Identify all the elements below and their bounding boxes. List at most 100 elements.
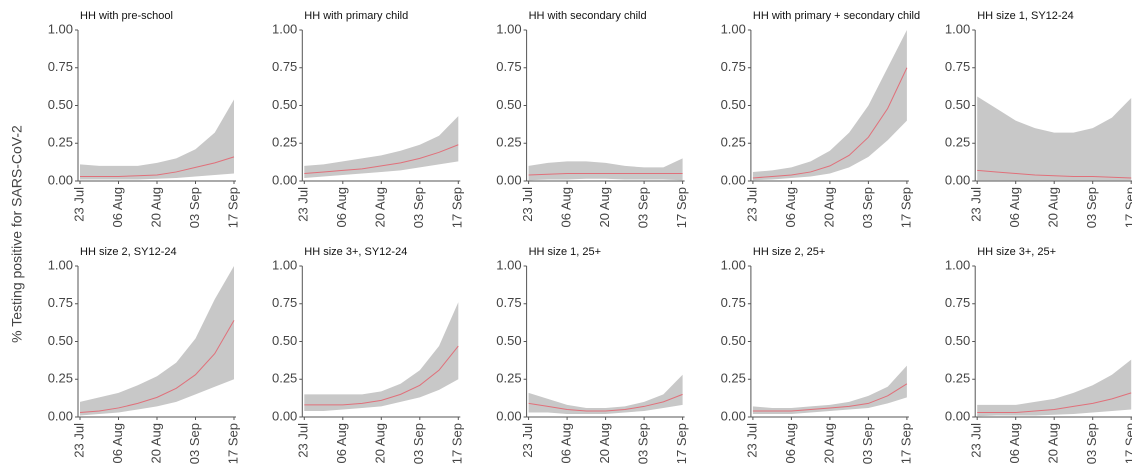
y-tick-label: 0.50 [496,97,521,112]
y-tick-label: 0.75 [721,295,746,310]
median-line [304,345,459,406]
median-line [528,172,683,176]
x-tick-label: 17 Sep [225,187,240,228]
uncertainty-band [304,116,459,178]
y-tick-label: 0.50 [48,97,73,112]
x-tick-label: 17 Sep [674,423,689,464]
y-tick-label: 0.25 [272,135,297,150]
uncertainty-band [528,158,683,181]
uncertainty-band [80,266,234,416]
y-tick-label: 0.25 [48,135,73,150]
y-tick-label: 1.00 [945,21,970,36]
x-tick-label: 23 Jul [520,187,535,222]
y-tick-label: 0.75 [48,59,73,74]
y-tick-label: 0.00 [721,172,746,187]
x-tick-label: 23 Jul [71,423,86,458]
x-tick-label: 03 Sep [860,423,875,464]
y-tick-label: 0.50 [945,97,970,112]
uncertainty-band [528,374,683,414]
x-tick-label: 20 Aug [597,423,612,464]
x-tick-label: 06 Aug [334,187,349,228]
x-tick-label: 03 Sep [411,423,426,464]
x-tick-label: 17 Sep [898,187,913,228]
panel-title: HH size 3+, 25+ [977,246,1056,258]
panel-title: HH size 3+, SY12-24 [304,246,407,258]
y-tick-label: 0.50 [496,333,521,348]
x-tick-label: 20 Aug [373,187,388,228]
y-tick-label: 0.25 [496,371,521,386]
y-tick-label: 0.75 [945,59,970,74]
x-tick-label: 23 Jul [296,423,311,458]
x-tick-label: 20 Aug [1046,187,1061,228]
uncertainty-band [977,96,1132,181]
y-tick-label: 0.75 [721,59,746,74]
uncertainty-band [977,359,1132,417]
y-tick-label: 0.75 [496,59,521,74]
y-tick-label: 0.00 [48,408,73,423]
panel-title: HH with secondary child [529,10,647,22]
uncertainty-band [304,302,459,411]
y-tick-label: 0.50 [272,333,297,348]
y-tick-label: 0.75 [272,59,297,74]
y-tick-label: 0.75 [272,295,297,310]
uncertainty-band [752,365,907,414]
y-tick-label: 0.75 [496,295,521,310]
y-tick-label: 0.25 [721,371,746,386]
x-tick-label: 20 Aug [148,423,163,464]
y-tick-label: 0.00 [945,408,970,423]
y-tick-label: 0.50 [48,333,73,348]
y-tick-label: 1.00 [945,257,970,272]
x-tick-label: 23 Jul [744,187,759,222]
x-tick-label: 23 Jul [296,187,311,222]
panel-title: HH size 2, SY12-24 [80,246,177,258]
x-tick-label: 20 Aug [821,423,836,464]
x-tick-label: 06 Aug [334,423,349,464]
y-tick-label: 0.00 [496,408,521,423]
x-tick-label: 17 Sep [450,423,465,464]
median-line [304,144,459,174]
y-tick-label: 1.00 [272,21,297,36]
x-tick-label: 20 Aug [148,187,163,228]
y-tick-label: 0.00 [48,172,73,187]
x-tick-label: 17 Sep [1123,187,1132,228]
y-tick-label: 0.00 [272,408,297,423]
x-tick-label: 06 Aug [783,423,798,464]
median-line [977,392,1132,413]
uncertainty-band [80,99,234,180]
y-tick-label: 1.00 [496,257,521,272]
median-line [752,67,908,179]
median-line [752,383,908,412]
median-line [977,169,1132,179]
x-tick-label: 03 Sep [1084,423,1099,464]
y-tick-label: 0.25 [721,135,746,150]
y-tick-label: 0.75 [945,295,970,310]
y-tick-label: 0.25 [945,135,970,150]
x-tick-label: 03 Sep [411,187,426,228]
panel-title: HH with primary child [304,10,408,22]
panel-title: HH size 2, 25+ [753,246,825,258]
x-tick-label: 17 Sep [674,187,689,228]
x-tick-label: 17 Sep [898,423,913,464]
panel-title: HH size 1, 25+ [529,246,601,258]
y-tick-label: 0.50 [721,97,746,112]
x-tick-label: 23 Jul [744,423,759,458]
panel-title: HH size 1, SY12-24 [977,10,1074,22]
y-tick-label: 0.50 [945,333,970,348]
uncertainty-band [752,30,907,181]
x-tick-label: 17 Sep [225,423,240,464]
y-tick-label: 0.50 [721,333,746,348]
median-line [528,393,683,412]
x-tick-label: 06 Aug [1007,423,1022,464]
x-tick-label: 03 Sep [187,423,202,464]
median-line [80,156,235,177]
x-tick-label: 17 Sep [450,187,465,228]
x-tick-label: 06 Aug [559,423,574,464]
y-tick-label: 0.25 [945,371,970,386]
x-tick-label: 23 Jul [71,187,86,222]
panel-title: HH with pre-school [80,10,173,22]
x-tick-label: 17 Sep [1123,423,1132,464]
x-tick-label: 03 Sep [636,423,651,464]
x-tick-label: 03 Sep [860,187,875,228]
y-tick-label: 1.00 [272,257,297,272]
